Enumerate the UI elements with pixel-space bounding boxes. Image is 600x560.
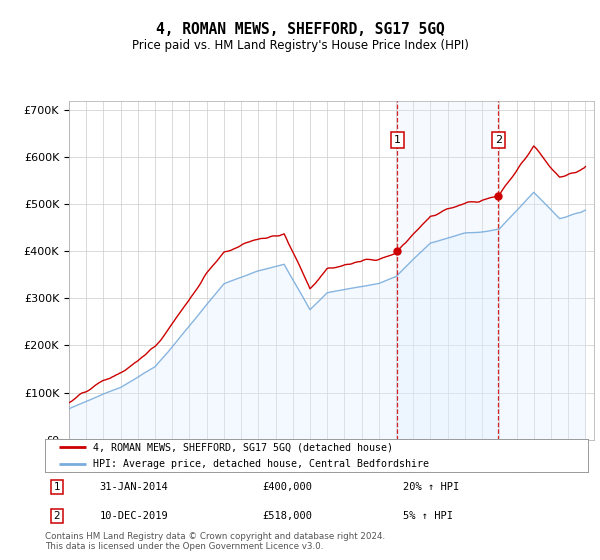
Text: 2: 2 xyxy=(53,511,60,521)
Text: 2: 2 xyxy=(495,135,502,145)
Text: 4, ROMAN MEWS, SHEFFORD, SG17 5GQ: 4, ROMAN MEWS, SHEFFORD, SG17 5GQ xyxy=(155,22,445,38)
Text: Contains HM Land Registry data © Crown copyright and database right 2024.
This d: Contains HM Land Registry data © Crown c… xyxy=(45,532,385,552)
Text: 1: 1 xyxy=(53,482,60,492)
Text: 10-DEC-2019: 10-DEC-2019 xyxy=(100,511,168,521)
Text: £400,000: £400,000 xyxy=(262,482,312,492)
Text: HPI: Average price, detached house, Central Bedfordshire: HPI: Average price, detached house, Cent… xyxy=(93,459,429,469)
Text: 1: 1 xyxy=(394,135,401,145)
Bar xyxy=(397,101,498,440)
Text: 4, ROMAN MEWS, SHEFFORD, SG17 5GQ (detached house): 4, ROMAN MEWS, SHEFFORD, SG17 5GQ (detac… xyxy=(93,442,393,452)
Text: 5% ↑ HPI: 5% ↑ HPI xyxy=(403,511,454,521)
Text: Price paid vs. HM Land Registry's House Price Index (HPI): Price paid vs. HM Land Registry's House … xyxy=(131,39,469,52)
Text: 31-JAN-2014: 31-JAN-2014 xyxy=(100,482,168,492)
Text: £518,000: £518,000 xyxy=(262,511,312,521)
Text: 20% ↑ HPI: 20% ↑ HPI xyxy=(403,482,460,492)
